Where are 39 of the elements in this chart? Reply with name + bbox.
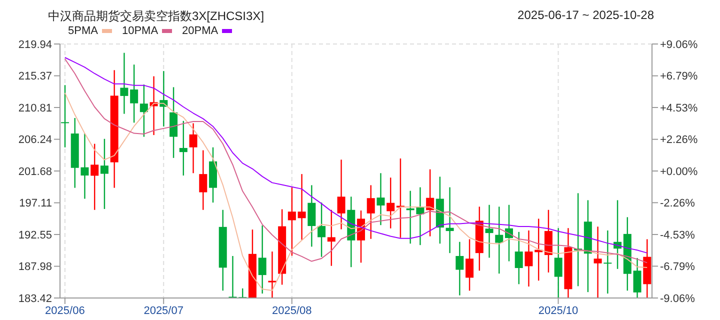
legend-label: 10PMA (122, 25, 158, 37)
y2-tick-label: +0.00% (660, 166, 698, 178)
y-tick-label: 197.11 (19, 198, 52, 210)
candlestick (604, 230, 612, 294)
candlestick (337, 160, 346, 230)
y-tick-label: 192.55 (18, 229, 52, 242)
candlestick (446, 187, 454, 254)
candlestick (485, 204, 494, 258)
x-tick-label: 2025/06 (45, 304, 85, 317)
y-tick-label: 201.68 (18, 166, 52, 178)
chart-title: 中汉商品期货交易卖空指数3X[ZHCSI3X] (48, 8, 264, 24)
y2-tick-label: +2.26% (660, 134, 698, 146)
x-tick-label: 2025/08 (272, 304, 312, 317)
y2-tick-label: -9.06% (660, 292, 696, 305)
y2-tick-label: -4.53% (660, 229, 696, 242)
candlestick (456, 242, 464, 296)
y-tick-label: 215.37 (18, 70, 52, 83)
legend-label: 5PMA (68, 25, 98, 37)
y2-tick-label: -2.26% (660, 198, 696, 210)
candlestick (268, 252, 276, 298)
x-tick-label: 2025/10 (538, 304, 578, 317)
candlestick (258, 225, 266, 294)
y-tick-label: 219.94 (18, 38, 52, 51)
x-tick-label: 2025/07 (144, 304, 184, 317)
y-tick-label: 210.81 (18, 102, 52, 114)
y-tick-label: 187.98 (18, 261, 52, 274)
y-tick-label: 183.42 (18, 292, 52, 305)
legend-label: 20PMA (182, 25, 218, 37)
y2-tick-label: +9.06% (660, 38, 698, 51)
chart-subtitle: 2025-06-17 ~ 2025-10-28 (518, 8, 654, 24)
candlestick (120, 52, 128, 114)
y2-tick-label: +4.53% (660, 102, 698, 114)
y2-tick-label: +6.79% (660, 70, 698, 83)
candlestick (298, 174, 306, 240)
candlestick (228, 256, 237, 298)
candlestick (376, 173, 385, 226)
y-tick-label: 206.24 (18, 134, 52, 146)
y2-tick-label: -6.79% (660, 261, 696, 274)
candlestick (594, 226, 602, 298)
